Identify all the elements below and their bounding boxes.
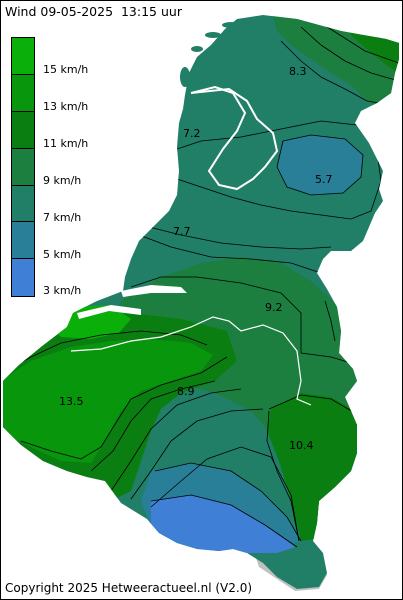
legend-swatch	[12, 185, 34, 223]
copyright-text: Copyright 2025 Hetweeractueel.nl (V2.0)	[5, 581, 253, 595]
map-label: 8.3	[289, 65, 307, 78]
legend-swatch	[12, 38, 34, 75]
legend-label: 3 km/h	[43, 284, 82, 298]
isoline-labels: 8.3 7.2 5.7 7.7 9.2 13.5 8.9 10.4	[59, 65, 333, 452]
map-label: 8.9	[177, 385, 195, 398]
water-features	[77, 85, 279, 319]
isoline	[324, 300, 336, 342]
legend-label: 5 km/h	[43, 247, 82, 261]
island	[222, 22, 240, 28]
isoline	[110, 388, 242, 492]
isoline	[130, 408, 264, 500]
map-label: 10.4	[289, 439, 314, 452]
isoline	[276, 134, 364, 196]
isoline	[138, 234, 322, 274]
isoline	[140, 224, 332, 250]
isoline	[154, 462, 302, 542]
island	[191, 46, 203, 52]
estuary-south	[77, 305, 141, 319]
band-ijssel-5-7	[277, 135, 363, 195]
map-title: Wind 09-05-2025 13:15 uur	[5, 4, 182, 19]
isoline	[3, 330, 208, 374]
isoline	[280, 40, 392, 106]
legend-swatch	[12, 148, 34, 186]
isoline	[300, 26, 399, 82]
wadden-islands	[180, 22, 240, 87]
map-label: 5.7	[315, 173, 333, 186]
legend-label: 13 km/h	[43, 99, 89, 113]
island	[205, 32, 221, 38]
isoline	[320, 22, 399, 64]
nl-be-border	[70, 316, 312, 406]
isoline	[266, 410, 300, 542]
legend-label: 15 km/h	[43, 63, 89, 76]
isoline	[130, 276, 352, 364]
isoline	[90, 380, 216, 472]
isoline	[170, 120, 382, 220]
legend-label: 9 km/h	[43, 173, 82, 187]
estuary-north	[121, 285, 187, 297]
isolines	[3, 22, 399, 548]
legend-label: 7 km/h	[43, 210, 82, 224]
legend-swatch	[12, 111, 34, 149]
legend-swatch	[12, 222, 34, 260]
map-label: 7.2	[183, 127, 201, 140]
ijsselmeer-shore	[190, 85, 279, 191]
band-south-3-5	[151, 495, 295, 553]
isoline	[150, 494, 298, 548]
map-label: 9.2	[265, 301, 283, 314]
legend-label: 11 km/h	[43, 136, 89, 150]
map-label: 7.7	[173, 225, 191, 238]
isoline	[150, 446, 300, 542]
map-label: 13.5	[59, 395, 84, 408]
band-sw-13-15	[3, 339, 213, 463]
island	[180, 67, 190, 87]
legend-swatch	[12, 74, 34, 112]
isoline	[268, 394, 356, 414]
isoline	[20, 356, 228, 460]
legend-swatch	[12, 259, 34, 297]
legend	[11, 37, 35, 298]
